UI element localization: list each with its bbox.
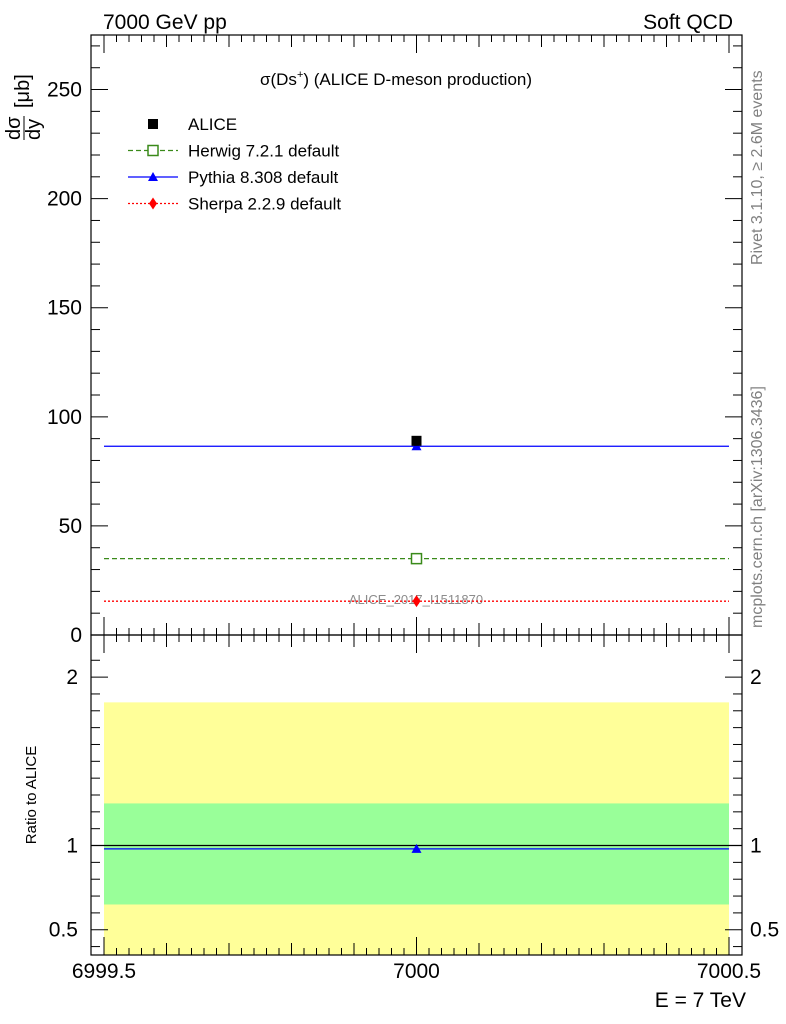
main-ytick-label: 150 xyxy=(47,297,82,320)
main-ytick-label: 50 xyxy=(59,515,82,538)
category-label: Soft QCD xyxy=(643,11,733,34)
svg-text:dσ: dσ xyxy=(3,116,25,140)
main-ytick-label: 250 xyxy=(47,79,82,102)
x-axis-label: E = 7 TeV xyxy=(655,989,746,1012)
series-point-0 xyxy=(411,435,422,446)
xtick-label: 7000.5 xyxy=(697,960,761,983)
ratio-ytick-label-left: 0.5 xyxy=(49,919,78,942)
energy-label: 7000 GeV pp xyxy=(103,11,227,34)
mcplots-label: mcplots.cern.ch [arXiv:1306.3436] xyxy=(749,386,766,628)
ratio-y-axis-label: Ratio to ALICE xyxy=(23,746,40,844)
main-ytick-label: 0 xyxy=(70,624,82,647)
x-ticks: 6999.5 7000 7000.5 xyxy=(72,35,761,983)
rivet-label: Rivet 3.1.10, ≥ 2.6M events xyxy=(749,70,766,265)
ratio-ytick-label-right: 1 xyxy=(750,835,762,858)
legend-marker-1 xyxy=(147,144,159,157)
ratio-y-ticks: 0.5 0.5 1 1 2 2 xyxy=(49,659,779,948)
ratio-ytick-label-right: 0.5 xyxy=(750,919,779,942)
ratio-bands xyxy=(104,702,729,955)
legend-label-2: Pythia 8.308 default xyxy=(188,168,339,187)
legend-label-3: Sherpa 2.2.9 default xyxy=(188,195,341,214)
ratio-ytick-label-left: 1 xyxy=(66,835,78,858)
series-point-3 xyxy=(412,595,421,608)
main-y-axis-label: dσ dy [μb] xyxy=(3,74,45,140)
svg-text:[μb]: [μb] xyxy=(12,74,34,108)
legend-label-0: ALICE xyxy=(188,115,237,134)
ratio-ytick-label-right: 2 xyxy=(750,666,762,689)
main-ytick-label: 200 xyxy=(47,188,82,211)
legend-marker-3 xyxy=(149,197,157,210)
legend: ALICE Herwig 7.2.1 default Pythia 8.308 de… xyxy=(128,115,341,214)
main-y-ticks: 0 50 100 150 200 250 xyxy=(47,45,742,647)
main-series xyxy=(104,435,729,608)
xtick-label: 7000 xyxy=(393,960,440,983)
legend-label-1: Herwig 7.2.1 default xyxy=(188,142,339,161)
ratio-series xyxy=(104,843,729,853)
chart-title: σ(Ds+) (ALICE D-meson production) xyxy=(260,69,532,89)
ratio-ytick-label-left: 2 xyxy=(66,666,78,689)
legend-marker-0 xyxy=(148,119,158,129)
main-ytick-label: 100 xyxy=(47,406,82,429)
ratio-band-inner xyxy=(104,803,729,905)
ratio-point xyxy=(411,843,422,853)
svg-text:dy: dy xyxy=(23,119,45,140)
xtick-label: 6999.5 xyxy=(72,960,136,983)
legend-marker-2 xyxy=(148,172,158,181)
series-point-1 xyxy=(410,552,423,565)
